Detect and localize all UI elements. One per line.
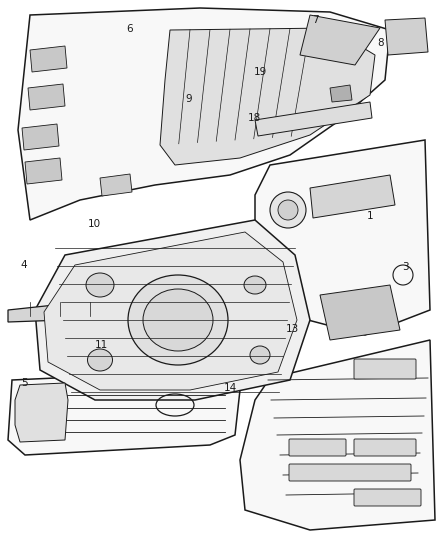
Text: 9: 9	[185, 94, 192, 103]
FancyBboxPatch shape	[289, 464, 411, 481]
Text: 19: 19	[254, 67, 267, 77]
FancyBboxPatch shape	[289, 439, 346, 456]
Circle shape	[278, 200, 298, 220]
Polygon shape	[100, 174, 132, 196]
Text: 7: 7	[312, 15, 319, 25]
Polygon shape	[22, 124, 59, 150]
FancyBboxPatch shape	[354, 359, 416, 379]
Text: 4: 4	[21, 261, 28, 270]
Polygon shape	[18, 8, 390, 220]
Polygon shape	[310, 175, 395, 218]
Polygon shape	[44, 232, 297, 390]
Polygon shape	[255, 102, 372, 136]
Text: 8: 8	[378, 38, 385, 47]
Text: 11: 11	[95, 341, 108, 350]
Polygon shape	[330, 85, 352, 102]
Polygon shape	[255, 140, 430, 335]
Polygon shape	[15, 383, 68, 442]
Ellipse shape	[88, 349, 113, 371]
Ellipse shape	[143, 289, 213, 351]
Polygon shape	[160, 28, 375, 165]
Polygon shape	[240, 340, 435, 530]
Text: 1: 1	[367, 211, 374, 221]
FancyBboxPatch shape	[354, 439, 416, 456]
Text: 10: 10	[88, 219, 101, 229]
Text: 14: 14	[223, 383, 237, 393]
Text: 3: 3	[402, 262, 409, 271]
Polygon shape	[28, 84, 65, 110]
Polygon shape	[35, 220, 310, 400]
Text: 6: 6	[126, 25, 133, 34]
Polygon shape	[385, 18, 428, 55]
Text: 5: 5	[21, 378, 28, 387]
FancyBboxPatch shape	[354, 489, 421, 506]
Polygon shape	[300, 15, 380, 65]
Polygon shape	[320, 285, 400, 340]
Polygon shape	[8, 298, 122, 322]
Polygon shape	[30, 46, 67, 72]
Ellipse shape	[250, 346, 270, 364]
Ellipse shape	[128, 275, 228, 365]
Text: 13: 13	[286, 325, 299, 334]
Ellipse shape	[244, 276, 266, 294]
Polygon shape	[25, 158, 62, 184]
Circle shape	[270, 192, 306, 228]
Ellipse shape	[86, 273, 114, 297]
Polygon shape	[8, 370, 240, 455]
Text: 18: 18	[247, 114, 261, 123]
